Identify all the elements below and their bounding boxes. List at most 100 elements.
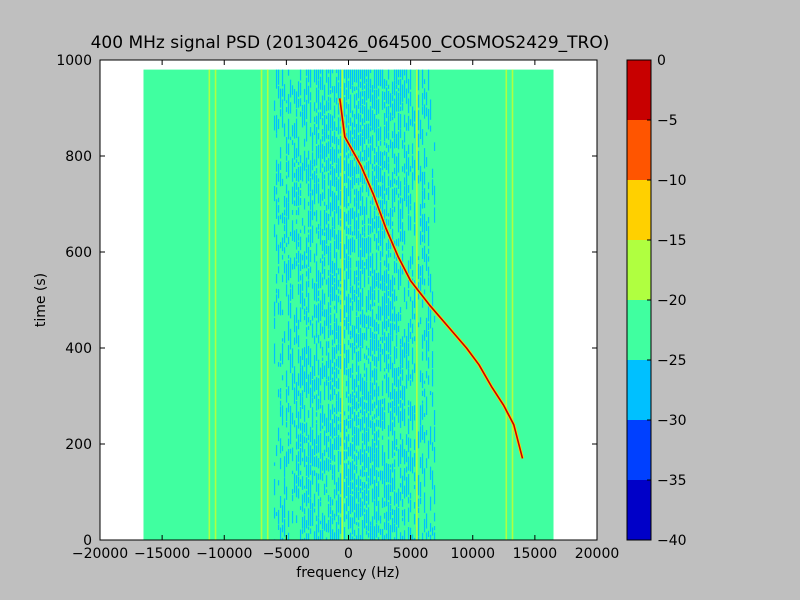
noise-streak: [391, 141, 394, 159]
noise-streak: [345, 188, 348, 202]
noise-streak: [403, 386, 406, 406]
noise-streak: [327, 277, 330, 297]
noise-streak: [433, 185, 436, 205]
noise-streak: [391, 440, 394, 458]
noise-streak: [377, 245, 380, 251]
noise-streak: [339, 473, 342, 495]
noise-streak: [305, 456, 308, 462]
noise-streak: [369, 69, 372, 74]
noise-streak: [307, 497, 310, 504]
noise-streak: [409, 492, 412, 499]
noise-streak: [357, 282, 360, 286]
noise-streak: [299, 229, 302, 234]
noise-streak: [327, 245, 330, 266]
noise-streak: [321, 118, 324, 126]
noise-streak: [357, 299, 360, 312]
noise-streak: [299, 98, 302, 107]
noise-streak: [347, 314, 350, 322]
noise-streak: [391, 362, 394, 378]
noise-streak: [345, 349, 348, 369]
noise-streak: [333, 388, 336, 395]
noise-streak: [331, 474, 334, 480]
noise-streak: [337, 268, 340, 275]
noise-streak: [425, 107, 428, 117]
noise-streak: [429, 273, 432, 293]
noise-streak: [391, 171, 394, 187]
noise-streak: [315, 472, 318, 492]
noise-streak: [315, 424, 318, 445]
noise-streak: [327, 96, 330, 102]
noise-streak: [355, 202, 358, 218]
noise-streak: [287, 402, 290, 413]
noise-streak: [417, 431, 420, 449]
noise-streak: [397, 538, 400, 540]
noise-streak: [357, 522, 360, 527]
noise-streak: [357, 190, 360, 210]
noise-streak: [303, 371, 306, 393]
noise-streak: [363, 471, 366, 477]
noise-streak: [305, 271, 308, 277]
noise-streak: [327, 421, 330, 433]
colorbar: 0−5−10−15−20−25−30−35−40: [626, 53, 687, 549]
noise-streak: [283, 123, 286, 137]
noise-streak: [343, 160, 346, 171]
noise-streak: [413, 513, 416, 525]
noise-streak: [303, 492, 306, 503]
colorbar-level: [627, 420, 651, 480]
noise-streak: [367, 358, 370, 364]
noise-streak: [345, 316, 348, 330]
noise-streak: [361, 491, 364, 499]
noise-streak: [321, 95, 324, 117]
noise-streak: [331, 346, 334, 364]
noise-streak: [421, 214, 424, 233]
noise-streak: [399, 444, 402, 465]
noise-streak: [353, 378, 356, 393]
noise-streak: [367, 225, 370, 236]
noise-streak: [407, 497, 410, 504]
noise-streak: [351, 536, 354, 540]
noise-streak: [359, 418, 362, 432]
noise-streak: [327, 102, 330, 111]
noise-streak: [357, 69, 360, 88]
noise-streak: [315, 227, 318, 234]
noise-streak: [363, 363, 366, 371]
noise-streak: [349, 367, 352, 378]
noise-streak: [337, 69, 340, 81]
noise-streak: [401, 403, 404, 422]
noise-streak: [379, 353, 382, 372]
noise-streak: [291, 470, 294, 475]
noise-streak: [361, 91, 364, 97]
noise-streak: [365, 531, 368, 535]
noise-streak: [325, 160, 328, 172]
noise-streak: [331, 115, 334, 131]
noise-streak: [291, 125, 294, 137]
noise-streak: [275, 274, 278, 284]
noise-streak: [403, 186, 406, 202]
noise-streak: [309, 348, 312, 368]
noise-streak: [309, 445, 312, 464]
noise-streak: [287, 237, 290, 245]
noise-streak: [313, 508, 316, 513]
colorbar-tick-label: −5: [657, 113, 678, 129]
noise-streak: [333, 371, 336, 387]
noise-streak: [433, 207, 436, 223]
noise-streak: [407, 343, 410, 357]
noise-streak: [359, 270, 362, 290]
noise-streak: [297, 283, 300, 295]
noise-streak: [411, 347, 414, 365]
noise-streak: [327, 134, 330, 140]
noise-streak: [305, 168, 308, 184]
noise-streak: [407, 400, 410, 406]
noise-streak: [409, 527, 412, 540]
noise-streak: [327, 77, 330, 95]
noise-streak: [371, 253, 374, 274]
noise-streak: [303, 508, 306, 515]
noise-streak: [375, 326, 378, 332]
noise-streak: [397, 367, 400, 377]
noise-streak: [399, 69, 402, 78]
noise-streak: [353, 230, 356, 236]
noise-streak: [285, 242, 288, 247]
noise-streak: [409, 216, 412, 231]
noise-streak: [291, 489, 294, 495]
noise-streak: [395, 526, 398, 540]
